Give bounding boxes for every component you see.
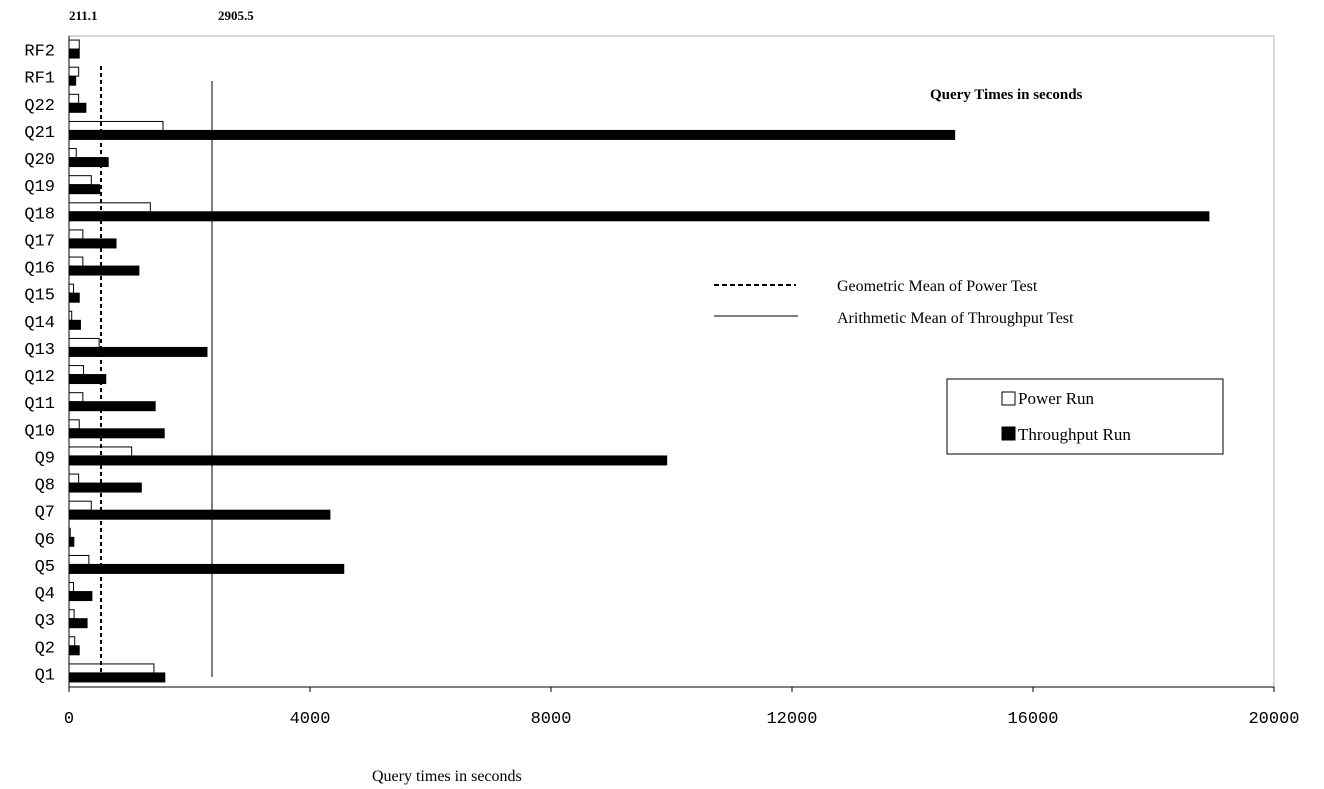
bar-throughput-run-q2 — [68, 645, 80, 656]
bar-power-run-q8 — [68, 473, 80, 484]
x-ticks: 0 4000 8000 12000 16000 20000 — [64, 687, 1300, 729]
legend: Power Run Throughput Run — [946, 378, 1224, 455]
bar-throughput-run-q5 — [68, 563, 345, 574]
bar-power-run-rf1 — [68, 66, 80, 77]
bar-throughput-run-q6 — [68, 536, 75, 547]
bar-power-run-q10 — [68, 419, 80, 430]
legend-swatch-throughput-run — [1001, 426, 1016, 441]
y-tick-label-q12: Q12 — [24, 368, 55, 387]
bar-power-run-q3 — [68, 609, 75, 620]
bar-throughput-run-q21 — [68, 129, 956, 140]
bar-power-run-q7 — [68, 500, 92, 511]
x-tick-label-0: 0 — [64, 710, 74, 729]
y-tick-label-q22: Q22 — [24, 97, 55, 116]
legend-label-throughput-run: Throughput Run — [1018, 425, 1131, 444]
bar-throughput-run-q17 — [68, 238, 117, 249]
bar-power-run-q4 — [68, 582, 75, 593]
bar-power-run-q5 — [68, 554, 90, 565]
y-tick-label-q21: Q21 — [24, 124, 55, 143]
y-tick-label-rf2: RF2 — [24, 43, 55, 62]
bar-throughput-run-q14 — [68, 319, 81, 330]
y-tick-label-q1: Q1 — [35, 666, 55, 685]
bar-throughput-run-q13 — [68, 346, 208, 357]
y-tick-labels: Q1 Q2 Q3 Q4 Q5 Q6 Q7 Q8 Q9 Q10 Q11 Q12 Q13 Q14 Q15 Q16 Q… — [24, 43, 55, 686]
bar-power-run-q18 — [68, 202, 151, 213]
bar-throughput-run-q12 — [68, 374, 107, 385]
bar-throughput-run-q16 — [68, 265, 140, 276]
y-tick-label-q19: Q19 — [24, 178, 55, 197]
chart-title: Query Times in seconds — [930, 87, 1083, 103]
y-tick-label-q4: Q4 — [35, 585, 55, 604]
bar-power-run-q13 — [68, 337, 100, 348]
bar-power-run-q1 — [68, 663, 155, 674]
y-tick-label-q18: Q18 — [24, 205, 55, 224]
x-tick-label-8000: 8000 — [531, 710, 572, 729]
bar-throughput-run-q19 — [68, 184, 101, 195]
y-tick-label-q2: Q2 — [35, 639, 55, 658]
x-tick-label-4000: 4000 — [290, 710, 331, 729]
y-tick-label-rf1: RF1 — [24, 70, 55, 89]
legend-label-power-run: Power Run — [1018, 389, 1095, 408]
y-tick-label-q6: Q6 — [35, 531, 55, 550]
bar-throughput-run-q9 — [68, 455, 668, 466]
y-tick-label-q16: Q16 — [24, 260, 55, 279]
geometric-mean-value-label: 211.1 — [69, 8, 98, 23]
bar-power-run-q20 — [68, 148, 77, 159]
bar-throughput-run-q3 — [68, 618, 88, 629]
bar-power-run-q16 — [68, 256, 84, 267]
bar-power-run-q11 — [68, 392, 84, 403]
y-tick-label-q10: Q10 — [24, 422, 55, 441]
arithmetic-mean-value-label: 2905.5 — [218, 8, 254, 23]
x-axis-label: Query times in seconds — [372, 768, 522, 785]
bars-group — [68, 39, 1210, 683]
bar-throughput-run-q11 — [68, 401, 156, 412]
legend-swatch-power-run — [1001, 391, 1016, 406]
bar-throughput-run-q7 — [68, 509, 331, 520]
y-tick-label-q17: Q17 — [24, 232, 55, 251]
geometric-mean-key-label: Geometric Mean of Power Test — [837, 278, 1038, 295]
y-tick-label-q20: Q20 — [24, 151, 55, 170]
y-tick-label-q14: Q14 — [24, 314, 55, 333]
bar-power-run-q6 — [68, 527, 71, 538]
y-tick-label-q7: Q7 — [35, 504, 55, 523]
bar-throughput-run-q22 — [68, 102, 87, 113]
bar-throughput-run-q8 — [68, 482, 142, 493]
y-tick-label-q3: Q3 — [35, 612, 55, 631]
bar-throughput-run-q4 — [68, 591, 93, 602]
bar-throughput-run-q18 — [68, 211, 1210, 222]
legend-box — [946, 378, 1224, 455]
y-tick-label-q15: Q15 — [24, 287, 55, 306]
bar-power-run-q2 — [68, 636, 76, 647]
y-tick-label-q5: Q5 — [35, 558, 55, 577]
bar-power-run-q19 — [68, 175, 92, 186]
bar-throughput-run-rf1 — [68, 75, 77, 86]
bar-power-run-q22 — [68, 93, 80, 104]
y-tick-label-q11: Q11 — [24, 395, 55, 414]
bar-throughput-run-q10 — [68, 428, 165, 439]
bar-throughput-run-q15 — [68, 292, 80, 303]
bar-power-run-q17 — [68, 229, 84, 240]
bar-power-run-q21 — [68, 120, 164, 131]
bar-throughput-run-rf2 — [68, 48, 80, 59]
y-tick-label-q9: Q9 — [35, 449, 55, 468]
bar-power-run-rf2 — [68, 39, 80, 50]
bar-power-run-q12 — [68, 365, 84, 376]
y-tick-label-q13: Q13 — [24, 341, 55, 360]
bar-power-run-q15 — [68, 283, 75, 294]
x-tick-label-16000: 16000 — [1007, 710, 1058, 729]
x-tick-label-20000: 20000 — [1248, 710, 1299, 729]
bar-power-run-q14 — [68, 310, 73, 321]
bar-throughput-run-q1 — [68, 672, 166, 683]
x-tick-label-12000: 12000 — [766, 710, 817, 729]
bar-throughput-run-q20 — [68, 157, 109, 168]
arithmetic-mean-key-label: Arithmetic Mean of Throughput Test — [837, 310, 1074, 327]
y-tick-label-q8: Q8 — [35, 477, 55, 496]
